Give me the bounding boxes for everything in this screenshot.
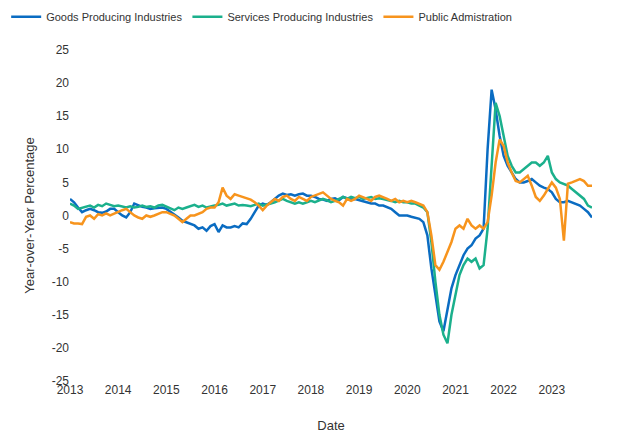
svg-text:20: 20	[56, 76, 70, 90]
svg-text:2019: 2019	[346, 383, 373, 397]
svg-text:2014: 2014	[105, 383, 132, 397]
svg-text:2013: 2013	[57, 383, 84, 397]
svg-text:Services Producing Industries: Services Producing Industries	[227, 11, 373, 23]
svg-text:-15: -15	[52, 308, 70, 322]
svg-text:Date: Date	[317, 418, 344, 433]
svg-text:-10: -10	[52, 275, 70, 289]
svg-text:2023: 2023	[538, 383, 565, 397]
svg-text:2017: 2017	[249, 383, 276, 397]
svg-text:0: 0	[62, 209, 69, 223]
svg-text:Year-over-Year Percentage: Year-over-Year Percentage	[22, 137, 37, 294]
svg-text:-20: -20	[52, 341, 70, 355]
svg-text:25: 25	[56, 43, 70, 57]
svg-text:Public Admistration: Public Admistration	[418, 11, 512, 23]
svg-text:5: 5	[62, 176, 69, 190]
svg-text:-25: -25	[52, 374, 70, 388]
svg-text:2022: 2022	[490, 383, 517, 397]
svg-text:2020: 2020	[394, 383, 421, 397]
svg-text:2021: 2021	[442, 383, 469, 397]
svg-text:10: 10	[56, 142, 70, 156]
svg-text:15: 15	[56, 109, 70, 123]
svg-text:-5: -5	[58, 242, 69, 256]
svg-text:2015: 2015	[153, 383, 180, 397]
svg-text:Goods Producing Industries: Goods Producing Industries	[46, 11, 182, 23]
svg-text:2018: 2018	[298, 383, 325, 397]
svg-text:2016: 2016	[201, 383, 228, 397]
